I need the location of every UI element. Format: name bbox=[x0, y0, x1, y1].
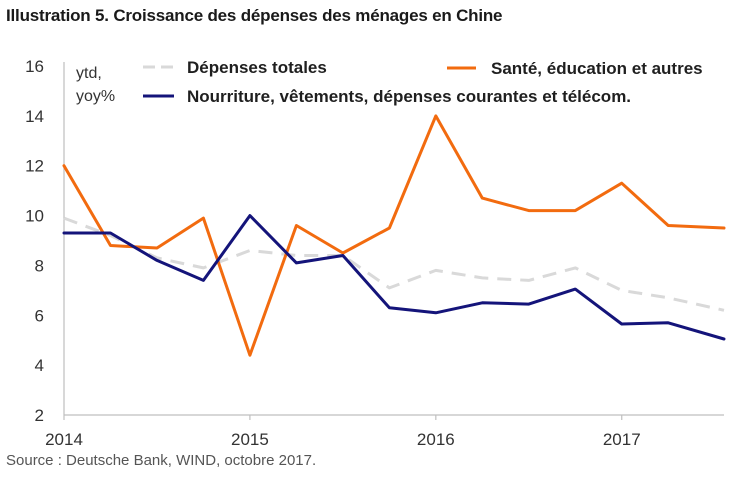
y-unit-label: ytd, yoy% bbox=[76, 65, 115, 105]
y-unit-label-line: ytd, bbox=[76, 65, 102, 82]
x-tick-label: 2017 bbox=[603, 430, 641, 449]
chart-title: Illustration 5. Croissance des dépenses … bbox=[6, 6, 503, 25]
x-tick-label: 2016 bbox=[417, 430, 455, 449]
y-tick-label: 10 bbox=[25, 207, 44, 226]
y-unit-label-line: yoy% bbox=[76, 88, 115, 105]
y-tick-label: 6 bbox=[35, 306, 44, 325]
series-line-2 bbox=[62, 214, 726, 341]
y-tick-label: 16 bbox=[25, 57, 44, 76]
x-tick-labels: 2014 2015 2016 2017 bbox=[45, 415, 641, 449]
x-tick-label: 2014 bbox=[45, 430, 83, 449]
y-tick-label: 14 bbox=[25, 107, 44, 126]
axes bbox=[63, 62, 724, 416]
x-tick-label: 2015 bbox=[231, 430, 269, 449]
source-note: Source : Deutsche Bank, WIND, octobre 20… bbox=[6, 452, 317, 469]
legend-label-0: Dépenses totales bbox=[187, 58, 327, 77]
y-tick-label: 8 bbox=[35, 256, 44, 275]
legend: Dépenses totales Santé, éducation et autr… bbox=[143, 58, 703, 106]
series-line-1 bbox=[62, 114, 726, 357]
y-tick-labels: 2 4 6 8 10 12 14 16 bbox=[25, 57, 44, 425]
series-line-0 bbox=[63, 216, 725, 312]
legend-label-2: Nourriture, vêtements, dépenses courante… bbox=[187, 87, 631, 106]
legend-label-1: Santé, éducation et autres bbox=[491, 59, 703, 78]
y-tick-label: 4 bbox=[35, 356, 44, 375]
y-tick-label: 2 bbox=[35, 406, 44, 425]
series-lines bbox=[62, 114, 726, 357]
y-tick-label: 12 bbox=[25, 157, 44, 176]
